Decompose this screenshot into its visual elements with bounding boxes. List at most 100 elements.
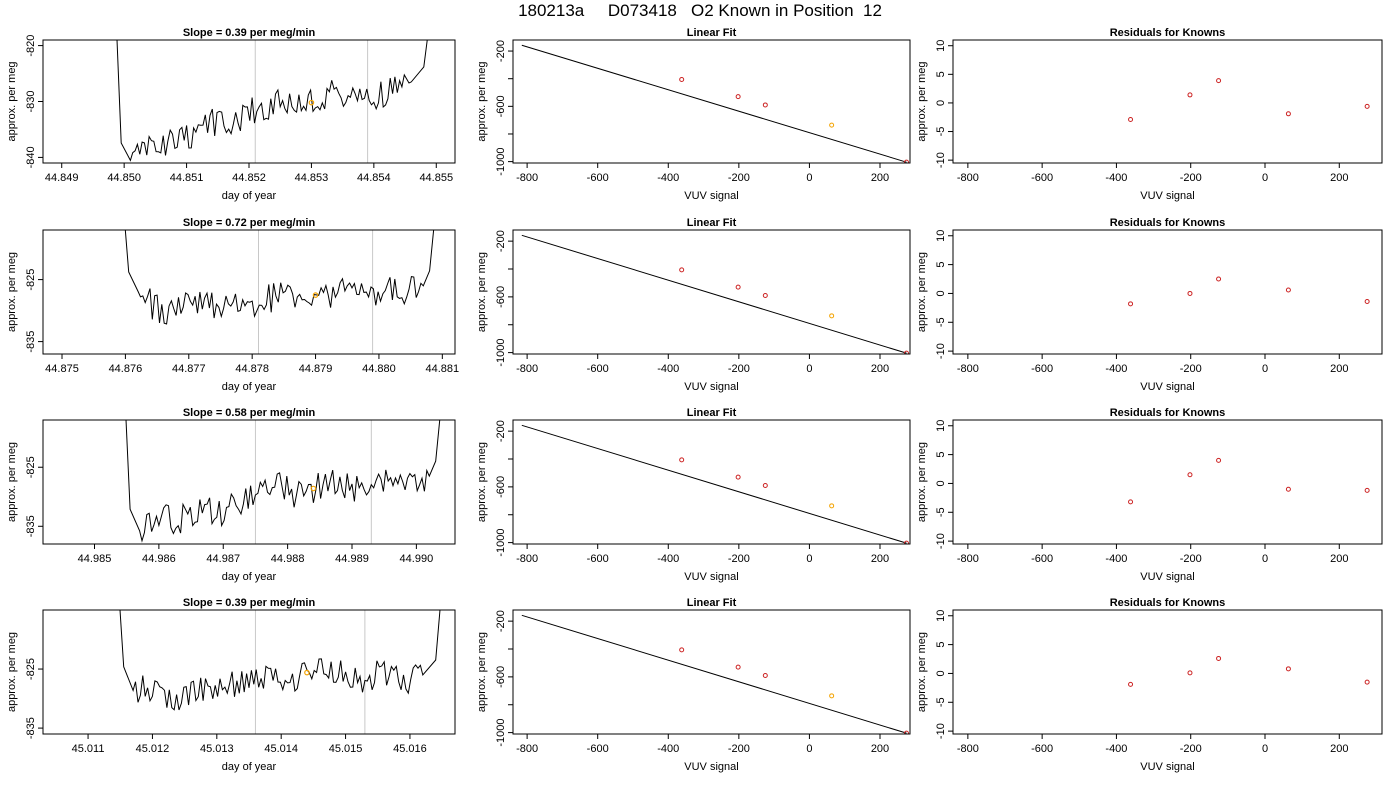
plot-frame	[952, 39, 1383, 164]
plot-area	[1128, 655, 1370, 687]
y-tick-label: -830	[25, 90, 37, 112]
x-axis-label: VUV signal	[1140, 190, 1194, 202]
x-tick-label: 45.014	[264, 743, 298, 755]
residual-point	[1216, 78, 1222, 84]
x-tick-label: -600	[587, 363, 609, 375]
x-axis-label: VUV signal	[684, 571, 738, 583]
y-tick-label: -5	[935, 317, 947, 327]
residual-point	[1187, 92, 1193, 98]
y-axis-label: approx. per meg	[6, 252, 18, 332]
figure-title: 180213a D073418 O2 Known in Position 12	[518, 1, 882, 20]
x-axis-label: day of year	[222, 571, 277, 583]
residual-point	[1285, 486, 1291, 492]
x-tick-label: 44.988	[271, 553, 305, 565]
y-tick-label: -10	[935, 533, 947, 549]
highlight-point	[304, 669, 310, 676]
residual-point	[1128, 499, 1134, 505]
plot-area	[521, 234, 909, 354]
x-tick-label: -200	[1180, 743, 1202, 755]
y-tick-label: -600	[495, 666, 507, 688]
residuals-4-panel: Residuals for Knowns -800 -600 -400 -200 0 200…	[916, 597, 1383, 773]
residual-point	[1187, 290, 1193, 296]
x-tick-label: -800	[957, 363, 979, 375]
x-tick-label: -400	[657, 553, 679, 565]
panel-title: Residuals for Knowns	[1110, 217, 1226, 229]
panel-title: Slope = 0.39 per meg/min	[183, 27, 316, 39]
y-tick-label: 10	[935, 40, 947, 52]
x-tick-label: 45.012	[136, 743, 170, 755]
x-tick-label: -400	[1105, 743, 1127, 755]
residual-point	[1216, 276, 1222, 282]
y-axis-label: approx. per meg	[476, 252, 488, 332]
panel-title: Linear Fit	[687, 597, 737, 609]
x-axis-label: day of year	[222, 190, 277, 202]
residual-point	[1364, 487, 1370, 493]
x-tick-label: 44.850	[107, 172, 141, 184]
y-axis-label: approx. per meg	[6, 632, 18, 712]
residual-point	[1364, 299, 1370, 305]
y-tick-label: -200	[495, 40, 507, 62]
x-tick-label: -800	[957, 553, 979, 565]
data-point	[903, 540, 909, 544]
residual-point	[1285, 111, 1291, 117]
panel-title: Linear Fit	[687, 27, 737, 39]
x-tick-label: 44.881	[425, 363, 459, 375]
plot-frame	[952, 419, 1383, 545]
panel-title: Residuals for Knowns	[1110, 407, 1226, 419]
x-tick-label: 44.987	[206, 553, 240, 565]
linear-fit-1-panel: Linear Fit -800 -600 -400 -200 0 200 -1000 -600 -…	[476, 27, 911, 202]
x-tick-label: 44.851	[170, 172, 204, 184]
data-point	[903, 730, 909, 734]
y-tick-label: -825	[25, 456, 37, 478]
data-point	[735, 474, 741, 480]
x-tick-label: -200	[1180, 363, 1202, 375]
x-tick-label: 0	[806, 363, 812, 375]
residual-point	[1216, 655, 1222, 661]
x-axis-label: day of year	[222, 761, 277, 773]
plot-area	[521, 424, 909, 544]
highlight-point	[308, 99, 315, 106]
residuals-2-panel: Residuals for Knowns -800 -600 -400 -200 0 200…	[916, 217, 1383, 393]
data-point	[829, 122, 835, 128]
x-tick-label: 45.015	[329, 743, 363, 755]
y-tick-label: 10	[935, 610, 947, 622]
x-tick-label: 200	[871, 743, 889, 755]
y-tick-label: -835	[25, 515, 37, 537]
y-tick-label: 0	[935, 480, 947, 486]
y-tick-label: 5	[935, 452, 947, 458]
x-tick-label: 45.016	[393, 743, 427, 755]
fit-line	[521, 234, 907, 354]
y-tick-label: 0	[935, 290, 947, 296]
x-tick-label: 44.849	[45, 172, 79, 184]
x-tick-label: 44.989	[335, 553, 369, 565]
x-tick-label: 0	[806, 172, 812, 184]
x-tick-label: -400	[1105, 363, 1127, 375]
plot-area	[125, 420, 441, 544]
x-axis-label: VUV signal	[1140, 761, 1194, 773]
x-tick-label: -600	[587, 553, 609, 565]
y-tick-label: -835	[25, 331, 37, 353]
x-tick-label: 200	[871, 553, 889, 565]
plot-frame	[42, 39, 456, 164]
plot-area	[521, 44, 909, 163]
y-tick-label: -1000	[495, 339, 507, 367]
y-tick-label: -1000	[495, 719, 507, 747]
residual-point	[1187, 472, 1193, 478]
x-tick-label: 0	[1262, 553, 1268, 565]
x-axis-label: day of year	[222, 381, 277, 393]
x-tick-label: -600	[587, 172, 609, 184]
x-tick-label: -400	[657, 172, 679, 184]
x-tick-label: 200	[871, 363, 889, 375]
x-tick-label: 200	[1330, 172, 1348, 184]
plot-frame	[512, 419, 911, 545]
y-tick-label: -600	[495, 286, 507, 308]
y-axis-label: approx. per meg	[916, 252, 928, 332]
y-tick-label: -825	[25, 269, 37, 291]
panel-title: Residuals for Knowns	[1110, 597, 1226, 609]
x-tick-label: 44.852	[232, 172, 266, 184]
fit-line	[521, 44, 907, 163]
x-tick-label: 44.875	[45, 363, 79, 375]
x-tick-label: 44.879	[299, 363, 333, 375]
y-tick-label: -10	[935, 723, 947, 739]
x-tick-label: 45.011	[72, 743, 105, 755]
